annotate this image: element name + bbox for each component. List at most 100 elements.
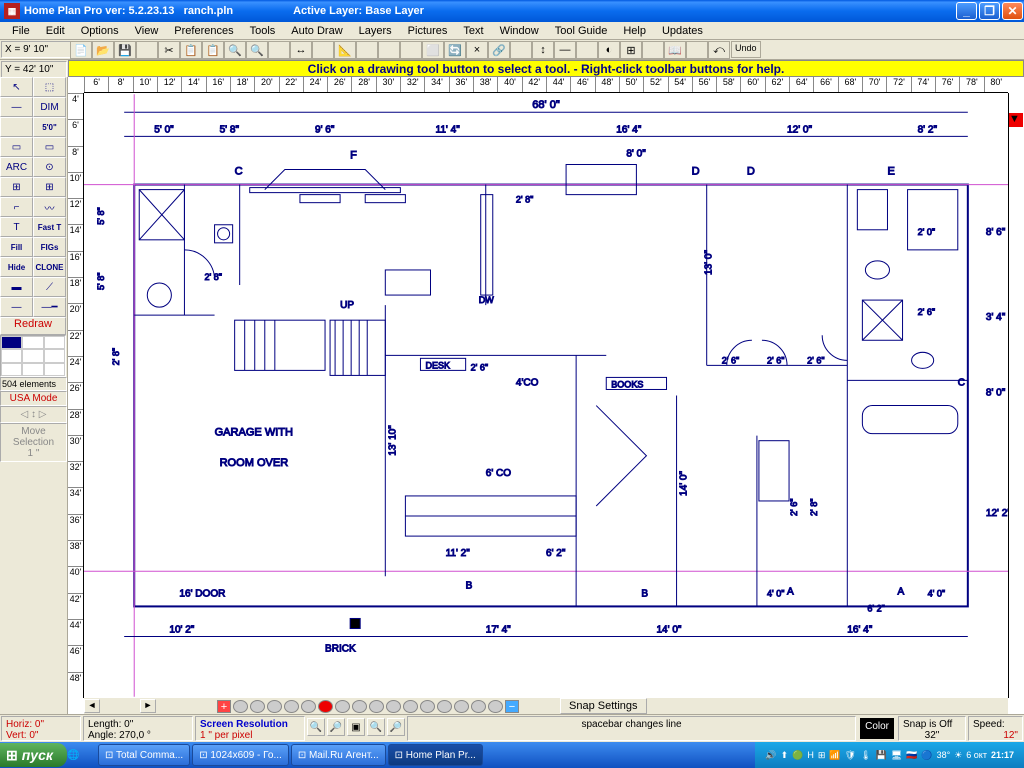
toolbar-icon-25[interactable]: ⊞ [620,41,642,59]
toolbar-icon-24[interactable]: ◐ [598,41,620,59]
task-item[interactable]: ⊡ Mail.Ru Агент... [291,744,386,766]
toolbar-icon-9[interactable] [268,41,290,59]
tool-button[interactable]: ⬚ [33,77,66,97]
toolbar-icon-10[interactable]: ↔ [290,41,312,59]
tool-button[interactable] [0,117,33,137]
tool-button[interactable]: ↖ [0,77,33,97]
color-grid[interactable] [0,335,66,377]
menu-window[interactable]: Window [492,24,547,38]
menu-auto-draw[interactable]: Auto Draw [283,24,350,38]
svg-text:D: D [747,166,755,178]
toolbar-icon-11[interactable] [312,41,334,59]
menu-view[interactable]: View [127,24,167,38]
task-item[interactable]: ⊡ 1024x609 - Го... [192,744,289,766]
menu-options[interactable]: Options [73,24,127,38]
minimize-button[interactable]: _ [956,2,977,20]
toolbar-icon-6[interactable]: 📋 [202,41,224,59]
menu-text[interactable]: Text [455,24,491,38]
drawing-canvas[interactable]: 6'8'10'12'14'16'18'20'22'24'26'28'30'32'… [68,77,1024,714]
tool-button[interactable]: ⊞ [0,177,33,197]
undo-button[interactable]: Undo [731,41,761,58]
menu-tool-guide[interactable]: Tool Guide [547,24,616,38]
color-button[interactable]: Color [860,718,894,739]
menu-file[interactable]: File [4,24,38,38]
start-button[interactable]: пуск [0,743,67,767]
tool-button[interactable]: Fast T [33,217,66,237]
menu-updates[interactable]: Updates [654,24,711,38]
toolbar-icon-28[interactable] [686,41,708,59]
zoom2-icon[interactable]: 🔍 [367,718,385,736]
toolbar-icon-8[interactable]: 🔍 [246,41,268,59]
tool-button[interactable]: T [0,217,33,237]
svg-text:5' 8": 5' 8" [96,273,106,290]
quick-launch-icon[interactable]: 🌐 [67,750,79,761]
toolbar-icon-29[interactable]: ⤺ [708,41,730,59]
toolbar-icon-26[interactable] [642,41,664,59]
toolbar-icon-15[interactable] [400,41,422,59]
menu-edit[interactable]: Edit [38,24,73,38]
tool-button[interactable]: DIM [33,97,66,117]
tool-button[interactable]: —━ [33,297,66,317]
maximize-button[interactable]: ❐ [979,2,1000,20]
menu-help[interactable]: Help [615,24,654,38]
toolbar-icon-23[interactable] [576,41,598,59]
tool-button[interactable]: — [0,297,33,317]
system-tray[interactable]: 🔊⬆🟢H⊞📶🛡🌡💾🖥🇷🇺🔵 38° ☀ 6 окт 21:17 [755,742,1024,768]
toolbar-icon-7[interactable]: 🔍 [224,41,246,59]
tool-button[interactable]: ⟋ [33,277,66,297]
toolbar-icon-21[interactable]: ↕ [532,41,554,59]
resolution-label: Screen Resolution [200,719,300,730]
tool-button[interactable]: ⊙ [33,157,66,177]
tool-button[interactable]: ⌐ [0,197,33,217]
toolbar-icon-0[interactable]: 📄 [70,41,92,59]
toolbar-icon-27[interactable]: 📖 [664,41,686,59]
usa-mode[interactable]: USA Mode [0,391,67,406]
layer-dots[interactable]: + − [216,700,520,713]
toolbar-icon-3[interactable] [136,41,158,59]
toolbar-icon-13[interactable] [356,41,378,59]
menu-layers[interactable]: Layers [351,24,400,38]
menu-tools[interactable]: Tools [242,24,284,38]
close-button[interactable]: ✕ [1002,2,1023,20]
toolbar-icon-22[interactable]: — [554,41,576,59]
tool-button[interactable]: ▭ [0,137,33,157]
snap-settings-button[interactable]: Snap Settings [560,698,647,714]
toolbar-icon-14[interactable] [378,41,400,59]
toolbar-icon-16[interactable]: ⬜ [422,41,444,59]
toolbar-icon-17[interactable]: 🔄 [444,41,466,59]
tool-button[interactable]: FIGs [33,237,66,257]
tool-button[interactable]: Fill [0,237,33,257]
zoom-out-icon[interactable]: 🔎 [327,718,345,736]
move-arrows[interactable]: ◁ ↕ ▷ [0,406,67,423]
zoom-icon[interactable]: ▣ [347,718,365,736]
zoom3-icon[interactable]: 🔎 [387,718,405,736]
svg-text:2' 8": 2' 8" [205,272,222,282]
tool-button[interactable]: 〰 [33,197,66,217]
toolbar-icon-5[interactable]: 📋 [180,41,202,59]
tool-button[interactable]: Hide [0,257,33,277]
zoom-in-icon[interactable]: 🔍 [307,718,325,736]
redraw-button[interactable]: Redraw [0,317,66,335]
menu-pictures[interactable]: Pictures [400,24,456,38]
tool-button[interactable]: ⊞ [33,177,66,197]
tool-button[interactable]: ARC [0,157,33,177]
task-item[interactable]: ⊡ Home Plan Pr... [388,744,483,766]
toolbar-icon-12[interactable]: 📐 [334,41,356,59]
scroll-right[interactable]: ► [140,699,156,713]
scroll-down-arrow[interactable]: ▼ [1009,113,1023,127]
toolbar-icon-19[interactable]: 🔗 [488,41,510,59]
tool-button[interactable]: 5'0" [33,117,66,137]
menu-preferences[interactable]: Preferences [166,24,241,38]
toolbar-icon-1[interactable]: 📂 [92,41,114,59]
tool-button[interactable]: ▭ [33,137,66,157]
task-item[interactable]: ⊡ Total Comma... [98,744,190,766]
toolbar-icon-20[interactable] [510,41,532,59]
tool-button[interactable]: CLONE [33,257,66,277]
svg-text:5' 0": 5' 0" [154,124,174,135]
toolbar-icon-18[interactable]: × [466,41,488,59]
toolbar-icon-2[interactable]: 💾 [114,41,136,59]
scroll-left[interactable]: ◄ [84,699,100,713]
tool-button[interactable]: — [0,97,33,117]
toolbar-icon-4[interactable]: ✂ [158,41,180,59]
tool-button[interactable]: ▬ [0,277,33,297]
